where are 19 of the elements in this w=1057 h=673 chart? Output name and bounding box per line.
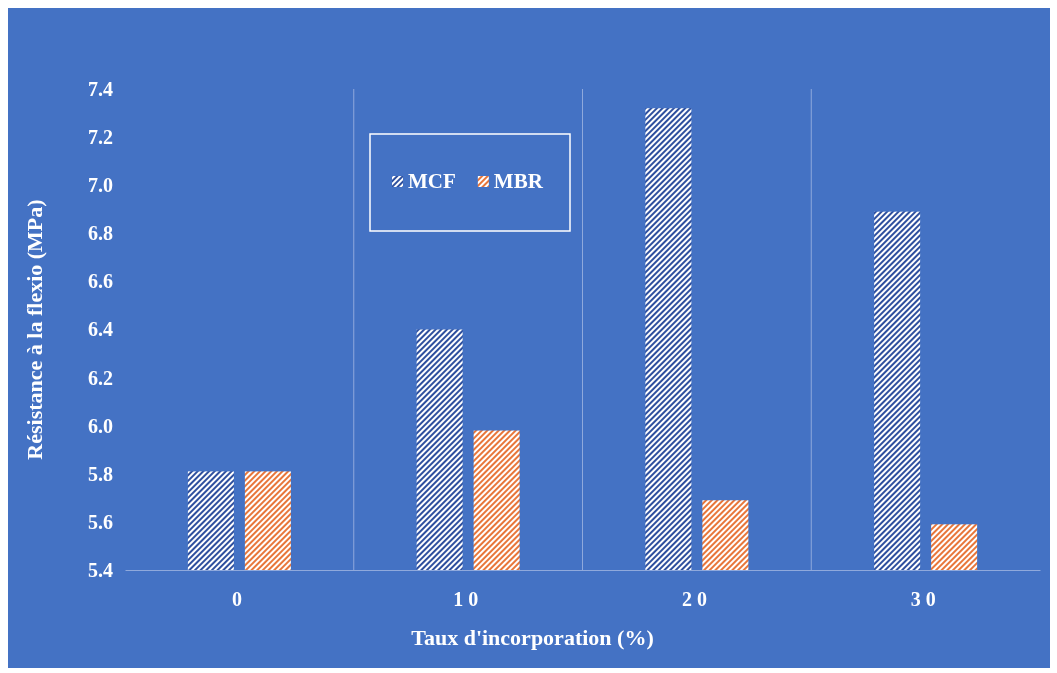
y-tick-label: 6.0: [88, 414, 113, 437]
x-tick-label: 20: [681, 588, 712, 611]
y-tick-label: 7.2: [88, 126, 113, 148]
y-tick-label: 7.0: [88, 174, 113, 197]
x-tick-label: 30: [910, 588, 941, 611]
y-axis-title: Résistance à la flexio (MPa): [22, 199, 47, 460]
y-tick-label: 7.4: [88, 77, 113, 100]
x-axis-title: Taux d'incorporation (%): [411, 625, 654, 650]
y-tick-label: 6.8: [88, 222, 113, 245]
y-tick-label: 5.4: [88, 558, 113, 581]
x-tick-label: 10: [453, 588, 484, 611]
legend-label: MCF: [408, 169, 456, 193]
x-tick-label: 0: [231, 588, 247, 611]
y-tick-label: 5.8: [88, 462, 113, 485]
y-tick-label: 5.6: [88, 510, 113, 533]
y-tick-label: 6.4: [88, 318, 113, 341]
legend-label: MBR: [493, 169, 544, 193]
y-tick-label: 6.2: [88, 366, 113, 389]
y-tick-label: 6.6: [88, 270, 113, 293]
